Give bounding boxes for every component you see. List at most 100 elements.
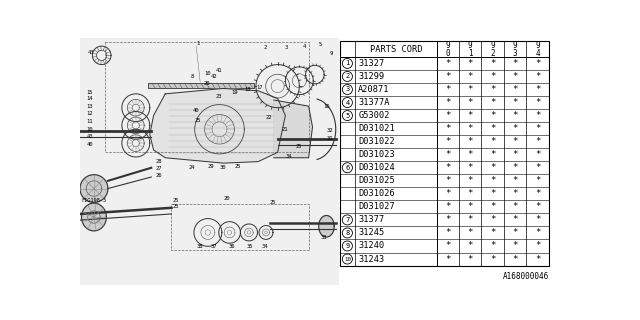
Text: 34: 34 [285,154,292,159]
Text: *: * [468,254,473,264]
Text: *: * [535,215,540,224]
Text: FIG198-3: FIG198-3 [81,198,106,203]
FancyBboxPatch shape [80,38,339,285]
Text: 1: 1 [345,60,349,67]
Text: *: * [535,111,540,120]
Text: *: * [513,137,518,146]
Text: 9
4: 9 4 [535,41,540,58]
Polygon shape [81,203,106,231]
Text: *: * [445,215,451,224]
Text: *: * [535,202,540,212]
Text: A20871: A20871 [358,85,390,94]
Text: 34: 34 [262,244,269,249]
Text: 25: 25 [173,198,179,203]
Text: 18: 18 [244,87,251,92]
Text: 31240: 31240 [358,242,385,251]
Text: *: * [490,124,495,133]
Text: *: * [490,137,495,146]
Text: 31377: 31377 [358,215,385,224]
Text: *: * [535,59,540,68]
Text: *: * [513,150,518,159]
FancyBboxPatch shape [340,42,549,266]
Text: D031021: D031021 [358,124,395,133]
Text: *: * [490,176,495,185]
Text: *: * [468,163,473,172]
Text: *: * [513,98,518,107]
Text: 10: 10 [204,71,211,76]
Text: 27: 27 [155,166,162,171]
Text: 37: 37 [210,244,217,249]
Text: 2: 2 [345,74,349,79]
Text: 25: 25 [195,117,201,123]
Text: 4: 4 [345,100,349,106]
Text: A168000046: A168000046 [502,272,549,281]
Text: *: * [468,85,473,94]
Text: *: * [468,228,473,237]
Text: 40: 40 [86,142,93,147]
Text: 5: 5 [319,42,322,47]
Text: 14: 14 [86,96,93,101]
Text: *: * [535,124,540,133]
Text: *: * [535,163,540,172]
Text: 4: 4 [303,44,306,49]
Text: *: * [513,189,518,198]
Text: *: * [513,242,518,251]
Text: *: * [468,176,473,185]
Text: *: * [535,254,540,264]
Text: 20: 20 [223,196,230,201]
Text: D031023: D031023 [358,150,395,159]
Text: *: * [535,137,540,146]
Text: *: * [490,59,495,68]
Text: 36: 36 [229,244,236,249]
Text: *: * [468,215,473,224]
Text: *: * [490,202,495,212]
Text: *: * [490,72,495,81]
Text: 3: 3 [285,45,288,50]
Text: 9
0: 9 0 [445,41,450,58]
Text: *: * [513,228,518,237]
Text: 32: 32 [326,128,333,133]
Text: *: * [513,59,518,68]
Text: 20: 20 [204,81,211,85]
Text: 31299: 31299 [358,72,385,81]
Text: *: * [468,202,473,212]
Text: *: * [468,150,473,159]
Text: *: * [490,111,495,120]
Text: 38: 38 [196,244,203,249]
Text: 7: 7 [345,217,349,223]
Text: 25: 25 [296,144,302,149]
Text: 19: 19 [231,90,237,95]
Text: D031027: D031027 [358,202,395,212]
Text: D031025: D031025 [358,176,395,185]
Text: 3: 3 [345,86,349,92]
Text: D031022: D031022 [358,137,395,146]
Text: 5: 5 [345,113,349,119]
Text: 33: 33 [320,235,327,240]
Text: 1: 1 [196,41,200,45]
Text: *: * [445,137,451,146]
Text: *: * [445,254,451,264]
Text: 12: 12 [86,111,93,116]
Text: 9: 9 [330,51,333,56]
Text: *: * [468,137,473,146]
Text: *: * [445,98,451,107]
Polygon shape [80,175,108,203]
Text: *: * [513,176,518,185]
Text: *: * [445,111,451,120]
Text: *: * [445,228,451,237]
Text: *: * [445,202,451,212]
Text: *: * [535,98,540,107]
Text: 29: 29 [208,164,214,169]
Text: *: * [513,85,518,94]
Text: 42: 42 [210,75,217,79]
Polygon shape [148,83,254,88]
Text: *: * [535,72,540,81]
Text: *: * [445,189,451,198]
Text: *: * [535,150,540,159]
Text: 43: 43 [88,50,94,55]
Text: *: * [468,72,473,81]
Text: 30: 30 [220,165,226,170]
Text: 15: 15 [86,90,93,95]
Text: 22: 22 [266,115,273,120]
Text: *: * [445,124,451,133]
